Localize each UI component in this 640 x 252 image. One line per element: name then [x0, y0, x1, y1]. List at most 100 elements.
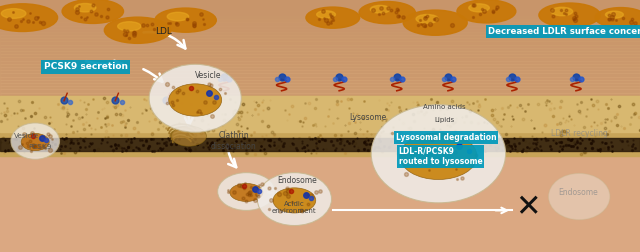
Bar — [0, 22, 640, 25]
Bar — [0, 87, 640, 88]
Text: Lysosomal degradation: Lysosomal degradation — [396, 133, 496, 142]
Bar — [0, 29, 640, 32]
Bar — [0, 60, 640, 61]
Circle shape — [403, 10, 467, 35]
Ellipse shape — [400, 133, 477, 179]
Text: Endosome: Endosome — [558, 188, 598, 197]
Bar — [0, 35, 640, 38]
Bar — [0, 88, 640, 89]
Bar — [0, 89, 640, 90]
Circle shape — [155, 8, 216, 32]
Bar — [0, 25, 640, 29]
Bar — [0, 70, 640, 73]
Bar — [0, 31, 640, 32]
Bar — [0, 19, 640, 22]
Bar — [0, 11, 640, 12]
Bar — [0, 14, 640, 15]
Bar — [0, 81, 640, 82]
Bar — [0, 85, 640, 86]
Ellipse shape — [371, 105, 506, 203]
Circle shape — [317, 11, 335, 18]
Bar — [0, 76, 640, 77]
Bar — [0, 61, 640, 64]
Bar — [0, 39, 640, 40]
Bar — [0, 32, 640, 35]
Bar — [0, 10, 640, 13]
Bar — [0, 61, 640, 62]
Bar — [0, 23, 640, 24]
Bar — [0, 57, 640, 58]
Circle shape — [0, 4, 58, 32]
Bar — [0, 77, 640, 78]
Bar — [0, 21, 640, 22]
Bar — [0, 0, 640, 96]
Bar — [0, 58, 640, 59]
Bar — [0, 50, 640, 51]
Bar — [0, 82, 640, 83]
Circle shape — [371, 5, 390, 13]
Bar — [0, 35, 640, 36]
Bar — [0, 10, 640, 11]
Bar — [0, 22, 640, 23]
Bar — [0, 86, 640, 89]
Bar — [0, 24, 640, 25]
Text: Vesicle: Vesicle — [14, 133, 40, 139]
Bar — [0, 32, 640, 33]
Bar — [0, 49, 640, 50]
Bar — [0, 26, 640, 27]
Bar — [0, 33, 640, 34]
Text: Clathrin
dissociation: Clathrin dissociation — [211, 132, 257, 151]
Bar — [0, 89, 640, 92]
Ellipse shape — [172, 126, 206, 146]
Text: Lipids: Lipids — [435, 117, 455, 123]
Bar — [0, 38, 640, 42]
Text: Endosome: Endosome — [278, 176, 317, 185]
Bar — [0, 138, 640, 151]
Bar — [0, 0, 640, 3]
Circle shape — [468, 4, 490, 12]
Bar — [0, 27, 640, 28]
Circle shape — [605, 11, 623, 18]
Circle shape — [306, 7, 360, 28]
Bar — [0, 96, 640, 156]
Bar — [0, 67, 640, 70]
Bar — [0, 2, 640, 3]
Bar — [0, 68, 640, 69]
Bar — [0, 46, 640, 47]
Bar — [0, 38, 640, 39]
Text: LDL-R/PCSK9
routed to lysosome: LDL-R/PCSK9 routed to lysosome — [399, 147, 483, 166]
Bar — [0, 80, 640, 83]
Bar — [0, 15, 640, 16]
Bar — [0, 0, 640, 1]
Bar — [0, 51, 640, 52]
Ellipse shape — [273, 188, 316, 213]
Bar — [0, 48, 640, 49]
Bar — [0, 51, 640, 54]
Bar — [0, 73, 640, 74]
Bar — [0, 47, 640, 48]
Circle shape — [539, 3, 600, 27]
Circle shape — [551, 7, 573, 16]
Bar — [0, 78, 640, 79]
Ellipse shape — [230, 183, 263, 201]
Bar — [0, 59, 640, 60]
Bar — [0, 67, 640, 68]
Ellipse shape — [257, 173, 332, 226]
Bar — [0, 55, 640, 56]
Bar — [0, 5, 640, 6]
Bar — [0, 80, 640, 81]
Circle shape — [74, 4, 96, 12]
Bar — [0, 18, 640, 19]
Text: ✕: ✕ — [515, 193, 541, 223]
Bar — [0, 30, 640, 31]
Bar — [0, 3, 640, 4]
Bar — [0, 95, 640, 96]
Bar — [0, 57, 640, 61]
Bar — [0, 13, 640, 16]
Bar — [0, 73, 640, 77]
Circle shape — [595, 8, 640, 28]
Bar — [0, 92, 640, 96]
Bar — [0, 86, 640, 87]
Bar — [0, 9, 640, 10]
Text: Decreased LDLR surface concentration: Decreased LDLR surface concentration — [488, 27, 640, 36]
